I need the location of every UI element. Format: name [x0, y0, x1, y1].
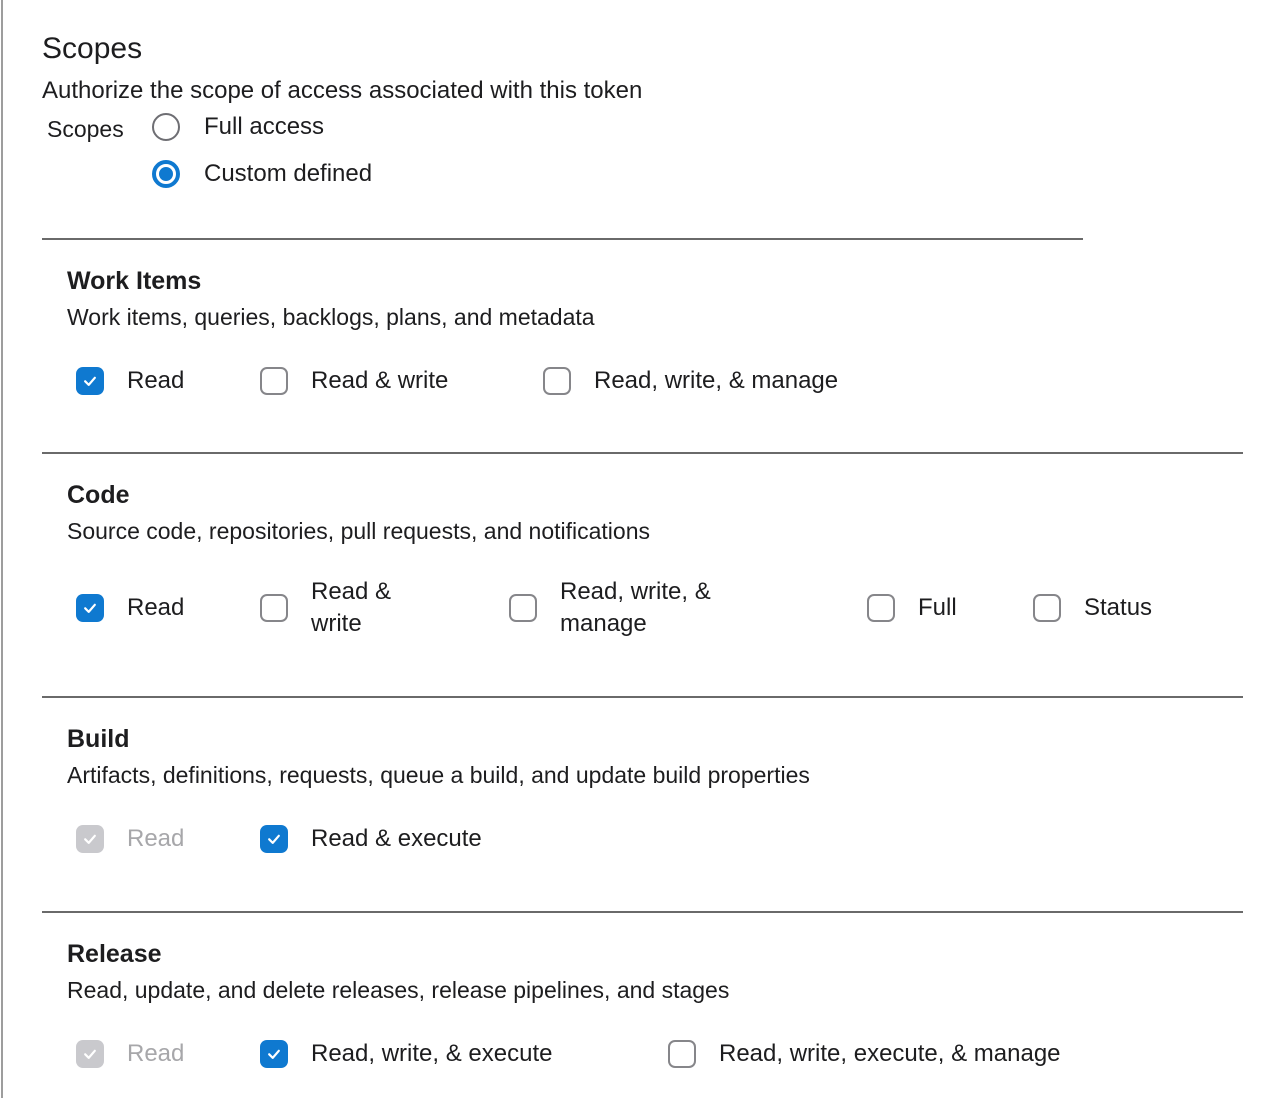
checkbox-label: Status: [1084, 594, 1153, 622]
checkbox[interactable]: [867, 594, 895, 623]
checkbox[interactable]: [76, 594, 104, 623]
checkbox-label: Read, write, & manage: [560, 577, 711, 638]
checkbox-label: Read & write: [311, 366, 449, 394]
scopes-radio-group: Scopes Full access Custom defined: [42, 112, 1282, 188]
section-divider: [42, 910, 1243, 913]
section-description: Work items, queries, backlogs, plans, an…: [67, 304, 595, 331]
section-description: Source code, repositories, pull requests…: [67, 518, 650, 545]
section-divider: [42, 452, 1243, 455]
checkbox-row: Read Read & write Read, write, & manage …: [76, 576, 1282, 641]
radio-label: Custom defined: [204, 159, 373, 187]
checkbox-option-status[interactable]: Status: [1033, 576, 1152, 641]
checkbox-option-read-write[interactable]: Read & write: [260, 576, 509, 641]
section-work-items: Work Items Work items, queries, backlogs…: [42, 266, 1282, 397]
checkbox-label: Read: [127, 1039, 185, 1067]
checkbox[interactable]: [509, 594, 537, 623]
radio-option-custom-defined[interactable]: Custom defined: [152, 159, 373, 188]
panel-left-border: [1, 0, 3, 1098]
checkbox-option-read-write[interactable]: Read & write: [260, 365, 543, 397]
checkbox-option-read[interactable]: Read: [76, 576, 260, 641]
checkbox: [76, 1039, 104, 1068]
checkbox[interactable]: [260, 1039, 288, 1068]
section-divider: [42, 237, 1083, 240]
checkbox-label: Full: [918, 594, 957, 622]
radio-button-custom-defined[interactable]: [152, 159, 180, 188]
page-subtitle: Authorize the scope of access associated…: [42, 77, 643, 104]
checkbox-label: Read: [127, 824, 185, 852]
checkbox-label: Read: [127, 594, 185, 622]
radio-label: Full access: [204, 112, 325, 140]
check-icon: [84, 1049, 96, 1059]
checkbox[interactable]: [668, 1039, 696, 1068]
section-code: Code Source code, repositories, pull req…: [42, 480, 1282, 641]
check-icon: [84, 376, 96, 386]
section-description: Read, update, and delete releases, relea…: [67, 977, 730, 1004]
radio-option-full-access[interactable]: Full access: [152, 112, 372, 141]
checkbox-label: Read & write: [311, 577, 392, 638]
checkbox[interactable]: [543, 366, 571, 395]
page-title: Scopes: [42, 32, 143, 65]
scopes-field-label: Scopes: [47, 115, 124, 142]
section-title: Build: [67, 724, 130, 753]
checkbox[interactable]: [260, 594, 288, 623]
checkbox-option-read-write-execute[interactable]: Read, write, & execute: [260, 1038, 668, 1070]
checkbox-row: Read Read & write Read, write, & manage: [76, 365, 1282, 397]
section-title: Work Items: [67, 266, 202, 295]
checkbox-option-full[interactable]: Full: [867, 576, 1033, 641]
checkbox-row: Read Read & execute: [76, 823, 1282, 855]
section-title: Code: [67, 481, 130, 510]
checkbox-label: Read, write, & execute: [311, 1039, 553, 1067]
scopes-panel: Scopes Authorize the scope of access ass…: [0, 0, 1282, 1070]
section-build: Build Artifacts, definitions, requests, …: [42, 724, 1282, 855]
check-icon: [84, 834, 96, 844]
checkbox: [76, 824, 104, 853]
section-release: Release Read, update, and delete release…: [42, 939, 1282, 1070]
radio-button-full-access[interactable]: [152, 112, 180, 141]
section-divider: [42, 695, 1243, 698]
checkbox-label: Read & execute: [311, 824, 482, 852]
checkbox-option-read[interactable]: Read: [76, 365, 260, 397]
section-title: Release: [67, 939, 162, 968]
checkbox-label: Read: [127, 366, 185, 394]
check-icon: [268, 834, 280, 844]
section-description: Artifacts, definitions, requests, queue …: [67, 761, 810, 788]
checkbox-row: Read Read, write, & execute Read, write,…: [76, 1038, 1282, 1070]
checkbox-option-read-write-execute-manage[interactable]: Read, write, execute, & manage: [668, 1038, 1061, 1070]
scopes-radio-options: Full access Custom defined: [152, 112, 373, 188]
checkbox-option-read-write-manage[interactable]: Read, write, & manage: [543, 365, 838, 397]
checkbox[interactable]: [1033, 594, 1061, 623]
checkbox-option-read: Read: [76, 823, 260, 855]
checkbox-option-read: Read: [76, 1038, 260, 1070]
check-icon: [84, 603, 96, 614]
checkbox-label: Read, write, execute, & manage: [719, 1039, 1061, 1067]
checkbox[interactable]: [260, 824, 288, 853]
checkbox[interactable]: [76, 366, 104, 395]
checkbox-option-read-write-manage[interactable]: Read, write, & manage: [509, 576, 867, 641]
checkbox[interactable]: [260, 366, 288, 395]
check-icon: [268, 1049, 280, 1059]
checkbox-label: Read, write, & manage: [594, 366, 839, 394]
checkbox-option-read-execute[interactable]: Read & execute: [260, 823, 482, 855]
